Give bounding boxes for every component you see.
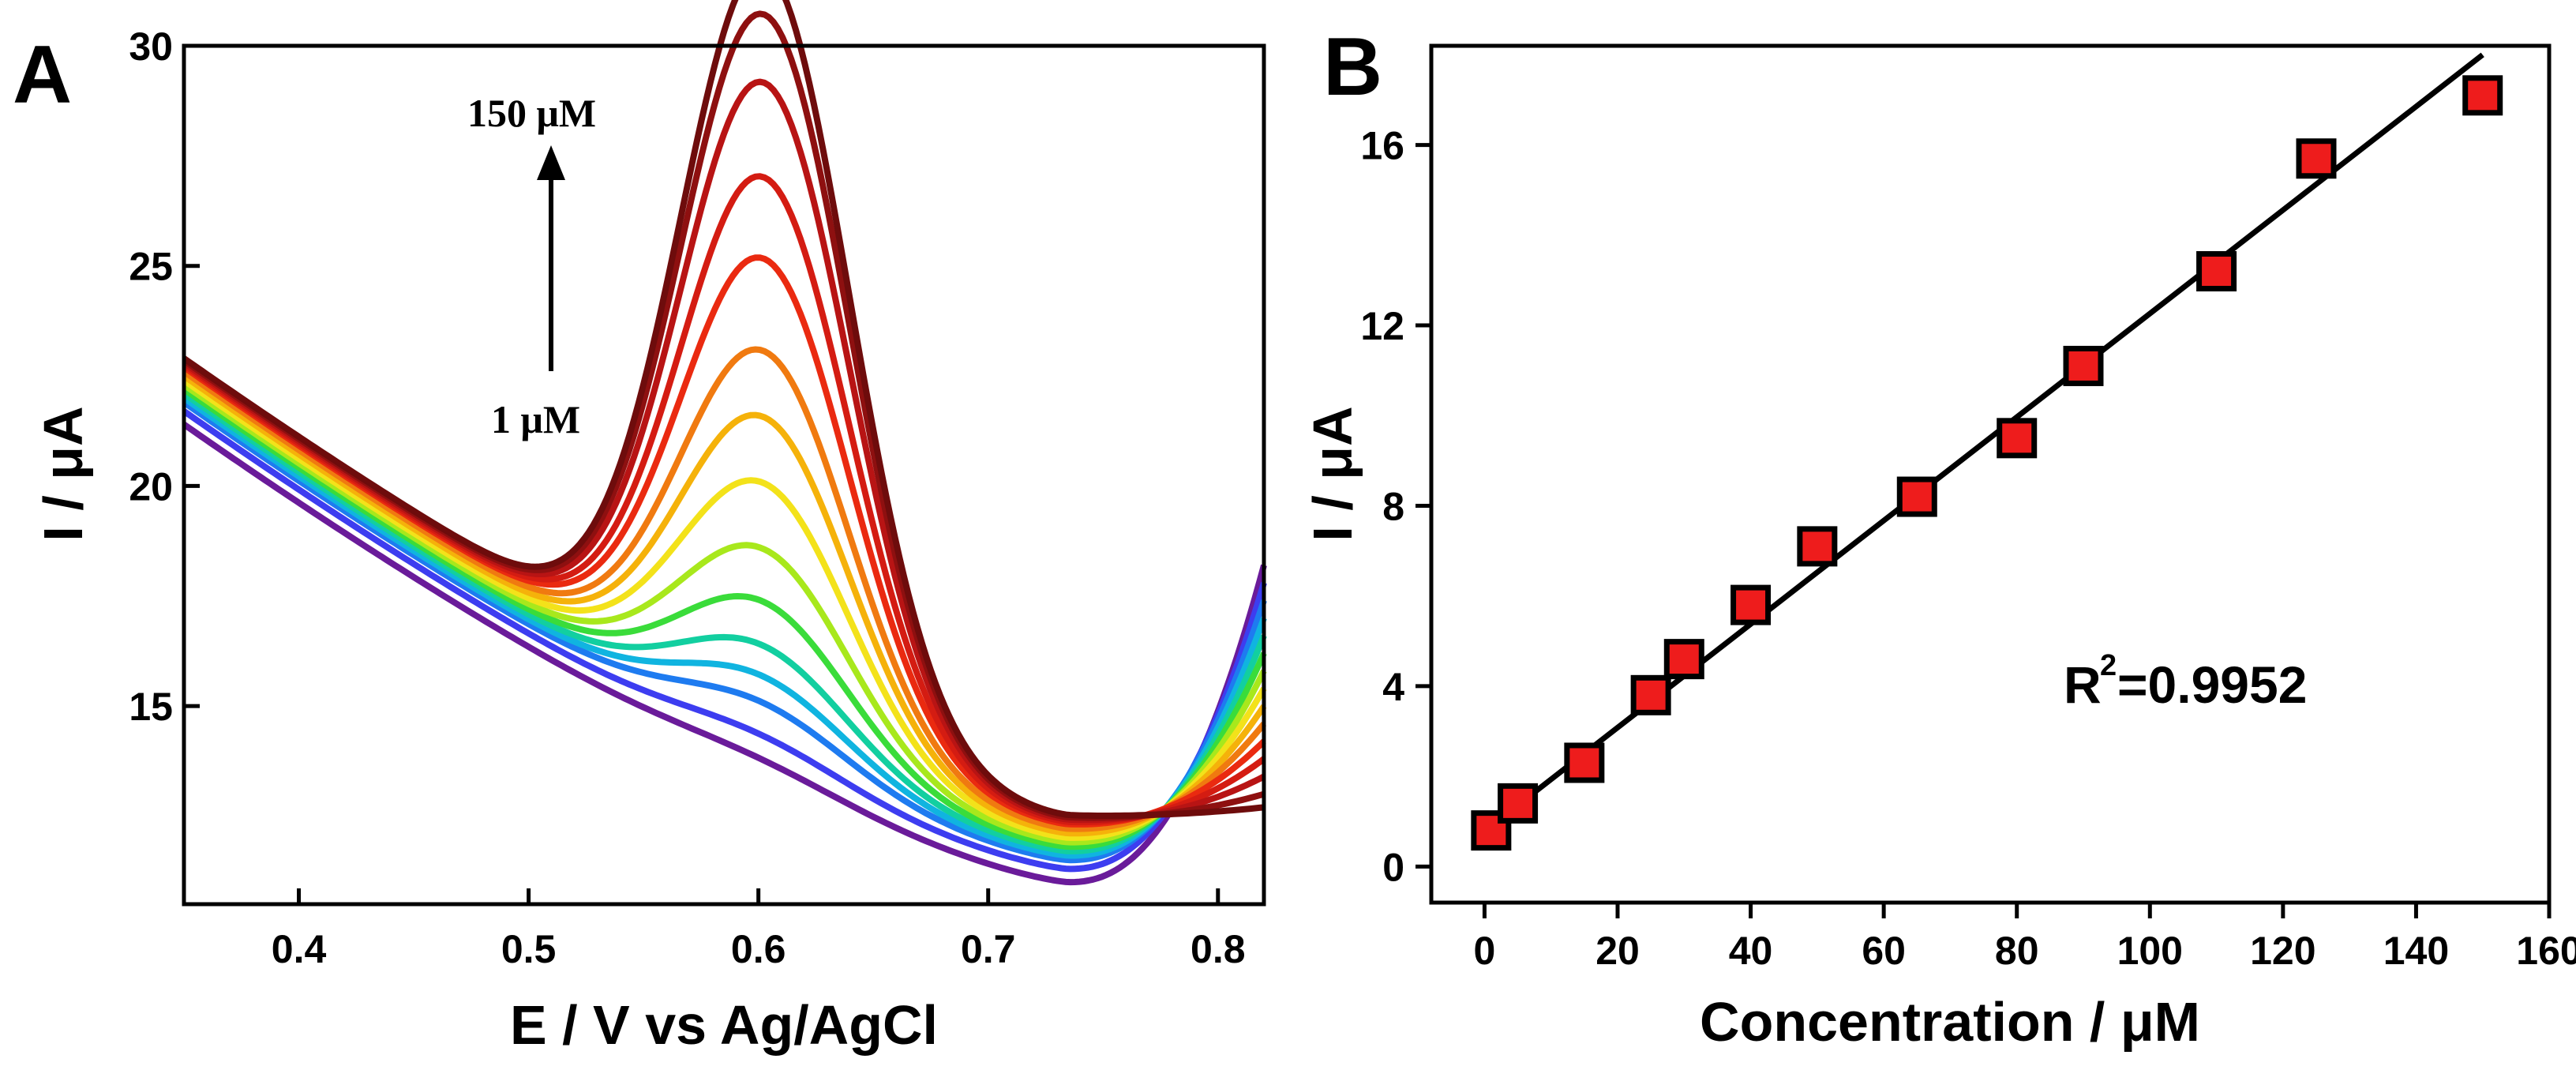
- r2-letter: R: [2064, 655, 2102, 714]
- y-tick-label-b: 4: [1382, 665, 1404, 709]
- data-point: [1630, 674, 1671, 715]
- y-tick-label-a: 15: [129, 685, 173, 729]
- x-tick-label-b: 120: [2250, 929, 2315, 973]
- x-tick-label-a: 0.6: [731, 927, 786, 971]
- data-point: [1997, 418, 2038, 459]
- x-tick-label-b: 100: [2117, 929, 2183, 973]
- voltammogram-c13: [182, 78, 1266, 824]
- y-axis-title-b: I / μA: [1302, 406, 1363, 541]
- voltammogram-c10: [182, 346, 1267, 832]
- data-point: [1730, 584, 1772, 625]
- data-point: [1663, 639, 1704, 680]
- panel-label-a: A: [13, 29, 72, 121]
- x-tick-label-b: 60: [1862, 929, 1906, 973]
- data-point: [2063, 345, 2104, 386]
- arrow-head: [537, 145, 565, 180]
- y-tick-label-b: 8: [1382, 484, 1404, 528]
- annotation-1uM: 1 μM: [491, 397, 580, 441]
- x-tick-label-b: 40: [1729, 929, 1773, 973]
- data-point: [2462, 75, 2503, 116]
- axis-ticks-a: 0.4 0.5 0.6 0.7 0.8 15 20 25 30: [129, 24, 1245, 971]
- panel-label-b: B: [1323, 21, 1382, 113]
- data-point: [1564, 742, 1605, 783]
- plot-frame-a: [182, 43, 1266, 907]
- voltammogram-c9: [182, 373, 1267, 837]
- voltammogram-c4: [182, 395, 1267, 859]
- r2-superscript: 2: [2100, 649, 2117, 682]
- axis-ticks-b: 0 20 40 60 80 100 120 140 160 0 4 8 12 16: [1360, 124, 2576, 973]
- x-axis-title-b: Concentration / μM: [1700, 991, 2200, 1053]
- voltammogram-c2: [182, 408, 1267, 873]
- voltammogram-c5: [182, 391, 1267, 854]
- y-tick-label-b: 12: [1360, 304, 1404, 348]
- data-point: [2296, 138, 2337, 179]
- y-axis-title-a: I / μA: [32, 406, 94, 541]
- data-points: [1471, 75, 2503, 851]
- voltammogram-c8: [182, 377, 1267, 841]
- r-squared-label: R 2 =0.9952: [2064, 649, 2307, 714]
- x-tick-label-b: 0: [1474, 929, 1496, 973]
- data-point: [1896, 476, 1937, 517]
- data-point: [1797, 526, 1838, 567]
- x-axis-title-a: E / V vs Ag/AgCl: [510, 994, 938, 1056]
- y-tick-label-a: 30: [129, 24, 173, 69]
- annotation-150uM: 150 μM: [467, 91, 596, 135]
- voltammogram-curves: [182, 0, 1267, 886]
- y-tick-label-a: 25: [129, 245, 173, 289]
- x-tick-label-a: 0.5: [501, 927, 557, 971]
- x-tick-label-a: 0.8: [1191, 927, 1246, 971]
- data-point: [2196, 251, 2237, 292]
- panel-b: B 0 20 40 60 80 100 120 140 160 0 4 8 12 16 R 2 =0.99…: [1302, 21, 2576, 1053]
- concentration-arrow: [537, 145, 565, 371]
- y-tick-label-a: 20: [129, 464, 173, 509]
- x-tick-label-b: 80: [1995, 929, 2039, 973]
- y-tick-label-b: 16: [1360, 124, 1404, 168]
- panel-a: A 0.4 0.5 0.6 0.7 0.8 15 20 25 30 150 μM 1 μM E …: [13, 0, 1267, 1056]
- voltammogram-c6: [182, 386, 1267, 850]
- y-tick-label-b: 0: [1382, 845, 1404, 889]
- data-point: [1498, 783, 1539, 824]
- x-tick-label-b: 160: [2516, 929, 2576, 973]
- x-tick-label-b: 140: [2383, 929, 2449, 973]
- x-tick-label-a: 0.7: [961, 927, 1016, 971]
- plot-frame-b: [1429, 43, 2552, 905]
- voltammogram-c15: [182, 0, 1265, 819]
- r2-value: =0.9952: [2117, 655, 2307, 714]
- voltammogram-c1: [182, 422, 1267, 886]
- x-tick-label-b: 20: [1595, 929, 1640, 973]
- x-tick-label-a: 0.4: [272, 927, 327, 971]
- voltammogram-c3: [182, 400, 1267, 864]
- voltammogram-c7: [182, 381, 1267, 846]
